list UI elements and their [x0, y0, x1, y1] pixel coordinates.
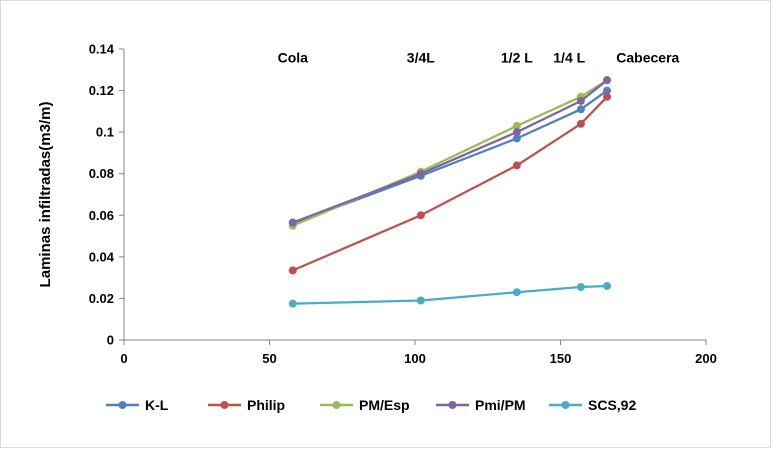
- data-point-pmi-pm: [603, 76, 612, 85]
- annotation-label: 1/2 L: [501, 50, 533, 66]
- legend-label-philip: Philip: [247, 397, 285, 413]
- data-point-pmi-pm: [512, 128, 521, 137]
- annotation-label: Cola: [278, 50, 309, 66]
- data-point-philip: [416, 211, 425, 220]
- legend: K-L Philip PM/Esp Pmi/PM SCS,92: [106, 397, 636, 413]
- data-point-scs-92: [288, 299, 297, 308]
- legend-marker-philip: [220, 401, 229, 409]
- y-axis-title: Laminas infiltradas(m3/m): [37, 102, 54, 288]
- legend-item-pm-esp: PM/Esp: [320, 397, 410, 413]
- data-point-scs-92: [603, 281, 612, 290]
- data-point-scs-92: [416, 296, 425, 305]
- y-tick-label: 0.04: [89, 249, 115, 264]
- series-scs-92: [288, 281, 612, 308]
- legend-marker-pmi-pm: [448, 401, 457, 409]
- series-philip: [288, 92, 612, 275]
- annotation-label: 3/4L: [407, 50, 435, 66]
- data-point-philip: [576, 119, 585, 128]
- legend-item-pmi-pm: Pmi/PM: [436, 397, 526, 413]
- data-point-k-l: [512, 134, 521, 143]
- x-tick-label: 100: [404, 351, 426, 366]
- legend-item-scs-92: SCS,92: [549, 397, 636, 413]
- data-point-philip: [512, 161, 521, 170]
- series-layer: [288, 76, 612, 308]
- legend-label-pm-esp: PM/Esp: [359, 397, 410, 413]
- x-tick-label: 150: [550, 351, 572, 366]
- legend-label-scs-92: SCS,92: [588, 397, 636, 413]
- y-tick-label: 0: [107, 333, 114, 348]
- annotation-layer: Cola 3/4L 1/2 L 1/4 L Cabecera: [278, 50, 680, 66]
- annotation-label: Cabecera: [616, 50, 679, 66]
- data-point-pm-esp: [512, 121, 521, 130]
- annotation-label: 1/4 L: [553, 50, 585, 66]
- legend-item-philip: Philip: [208, 397, 285, 413]
- y-tick-label: 0.06: [89, 208, 114, 223]
- y-tick-label: 0.14: [89, 42, 115, 57]
- data-point-scs-92: [512, 288, 521, 297]
- x-tick-label: 200: [695, 351, 717, 366]
- data-point-scs-92: [576, 282, 585, 291]
- x-tick-label: 50: [262, 351, 276, 366]
- data-point-k-l: [576, 105, 585, 114]
- legend-item-k-l: K-L: [106, 397, 169, 413]
- series-pmi-pm: [288, 76, 612, 227]
- data-point-philip: [288, 266, 297, 275]
- legend-label-k-l: K-L: [145, 397, 169, 413]
- data-point-pmi-pm: [416, 169, 425, 178]
- legend-marker-k-l: [118, 401, 127, 409]
- y-tick-label: 0.02: [89, 291, 114, 306]
- data-point-pmi-pm: [576, 96, 585, 105]
- data-point-pmi-pm: [288, 218, 297, 227]
- legend-marker-scs-92: [561, 401, 570, 409]
- y-tick-label: 0.12: [89, 83, 114, 98]
- x-tick-label: 0: [120, 351, 127, 366]
- y-tick-label: 0.1: [96, 125, 114, 140]
- legend-marker-pm-esp: [332, 401, 341, 409]
- y-tick-label: 0.08: [89, 166, 114, 181]
- legend-label-pmi-pm: Pmi/PM: [475, 397, 526, 413]
- data-point-k-l: [603, 86, 612, 95]
- axes: 0 0.02 0.04 0.06 0.08 0.1 0.12 0.14 0 50 100 150 200…: [37, 42, 717, 367]
- data-point-philip: [603, 92, 612, 101]
